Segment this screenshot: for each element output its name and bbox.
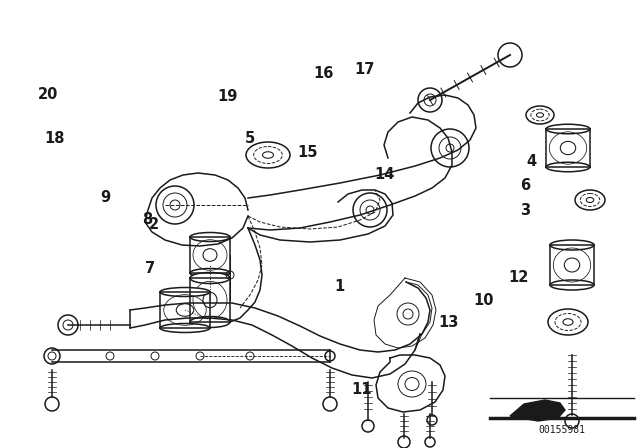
Ellipse shape	[190, 268, 230, 277]
Text: 7: 7	[145, 261, 156, 276]
Ellipse shape	[353, 193, 387, 227]
Ellipse shape	[431, 129, 469, 167]
Text: 00155981: 00155981	[538, 425, 586, 435]
Polygon shape	[510, 400, 565, 421]
Text: 16: 16	[313, 66, 333, 82]
Text: 14: 14	[374, 167, 394, 182]
Ellipse shape	[550, 280, 594, 290]
Text: 18: 18	[44, 131, 65, 146]
Ellipse shape	[190, 316, 230, 327]
Ellipse shape	[156, 186, 194, 224]
Ellipse shape	[160, 288, 210, 297]
Ellipse shape	[550, 240, 594, 250]
Text: 4: 4	[526, 154, 536, 169]
Text: 9: 9	[100, 190, 111, 205]
Text: 11: 11	[351, 382, 372, 397]
Text: 17: 17	[355, 62, 375, 77]
Text: 8: 8	[142, 212, 152, 227]
Ellipse shape	[546, 124, 590, 134]
Text: 2: 2	[148, 216, 159, 232]
Text: 1: 1	[334, 279, 344, 294]
Ellipse shape	[546, 162, 590, 172]
Text: 20: 20	[38, 86, 58, 102]
Text: 6: 6	[520, 178, 530, 194]
Ellipse shape	[190, 233, 230, 241]
Text: 13: 13	[438, 315, 458, 330]
Text: 15: 15	[297, 145, 317, 160]
Text: 19: 19	[217, 89, 237, 104]
Text: 3: 3	[520, 203, 530, 218]
Text: 12: 12	[508, 270, 529, 285]
Ellipse shape	[190, 272, 230, 284]
Text: 10: 10	[473, 293, 493, 308]
Ellipse shape	[160, 323, 210, 332]
Text: 5: 5	[244, 131, 255, 146]
